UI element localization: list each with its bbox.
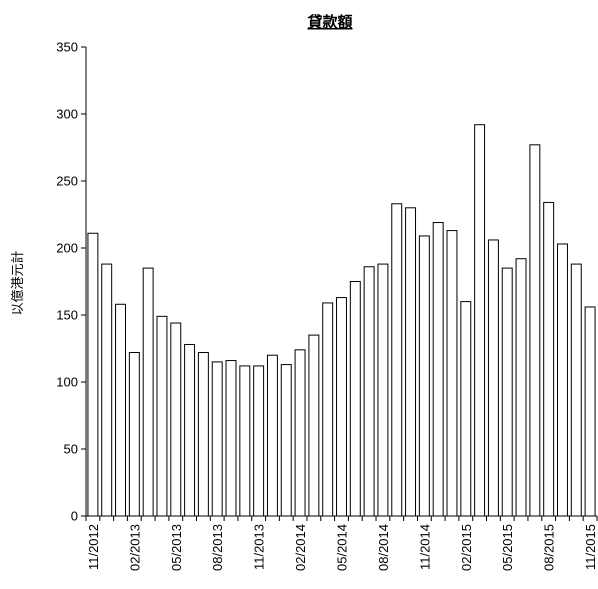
x-tick-label-05-2015: 05/2015: [500, 524, 515, 571]
bar-06-2013: [184, 343, 196, 517]
y-tick-label-50: 50: [64, 442, 78, 457]
bar-11-2013: [253, 365, 265, 517]
x-tick-label-02-2013: 02/2013: [127, 524, 142, 571]
x-tick-label-11-2013: 11/2013: [252, 524, 267, 570]
bar-11-2012: [87, 232, 99, 517]
x-tick-label-02-2014: 02/2014: [293, 524, 308, 571]
plot-area: 0 50 100 150 200 250 300 350 11/2012 02/2013 05/20…: [56, 40, 598, 572]
bar-06-2014: [349, 281, 361, 517]
bar-05-2013: [170, 322, 182, 517]
bar-01-2014: [280, 364, 292, 517]
bar-08-2014: [377, 263, 389, 517]
chart-title: 貸款額: [307, 13, 352, 31]
x-tick-label-11-2015: 11/2015: [583, 524, 598, 570]
x-tick-label-11-2014: 11/2014: [417, 524, 432, 570]
y-tick-label-150: 150: [56, 308, 78, 323]
x-tick-label-08-2015: 08/2015: [542, 524, 557, 571]
bar-09-2013: [225, 360, 237, 517]
bar-09-2015: [557, 243, 568, 517]
x-tick-label-11-2012: 11/2012: [86, 524, 101, 570]
bar-09-2014: [391, 203, 403, 517]
y-tick-label-350: 350: [56, 40, 78, 55]
bar-01-2015: [446, 230, 458, 517]
bar-08-2013: [211, 361, 223, 517]
bar-02-2015: [460, 301, 472, 517]
bar-04-2014: [322, 302, 334, 517]
bar-05-2014: [336, 297, 347, 517]
bar-10-2015: [570, 263, 582, 517]
y-tick-label-250: 250: [56, 174, 78, 189]
bar-01-2013: [115, 303, 126, 517]
bar-03-2015: [474, 124, 486, 517]
x-tick-label-08-2014: 08/2014: [376, 524, 391, 571]
bar-08-2015: [543, 201, 555, 517]
bar-03-2013: [142, 267, 154, 517]
y-tick-label-200: 200: [56, 241, 78, 256]
x-tick-label-05-2013: 05/2013: [169, 524, 184, 571]
bar-02-2014: [294, 349, 306, 517]
bar-04-2015: [487, 239, 499, 517]
y-tick-label-100: 100: [56, 375, 78, 390]
bar-11-2015: [584, 306, 596, 517]
y-tick-label-300: 300: [56, 107, 78, 122]
x-tick-label-02-2015: 02/2015: [459, 524, 474, 571]
bar-02-2013: [128, 352, 140, 517]
bar-04-2013: [156, 315, 168, 517]
bar-12-2014: [432, 222, 444, 517]
bar-10-2013: [239, 365, 251, 517]
y-tick-label-0: 0: [71, 509, 78, 524]
bar-12-2012: [101, 263, 113, 517]
y-axis-label: 以億港元計: [10, 250, 25, 315]
bar-07-2014: [363, 266, 375, 517]
bar-07-2013: [197, 352, 209, 517]
bar-06-2015: [515, 258, 527, 517]
bar-12-2013: [266, 354, 278, 517]
x-tick-label-08-2013: 08/2013: [210, 524, 225, 571]
bar-05-2015: [501, 267, 513, 517]
bar-11-2014: [418, 235, 430, 517]
bar-07-2015: [529, 144, 541, 517]
x-tick-label-05-2014: 05/2014: [335, 524, 350, 571]
bar-03-2014: [308, 334, 320, 517]
bar-10-2014: [405, 207, 417, 517]
